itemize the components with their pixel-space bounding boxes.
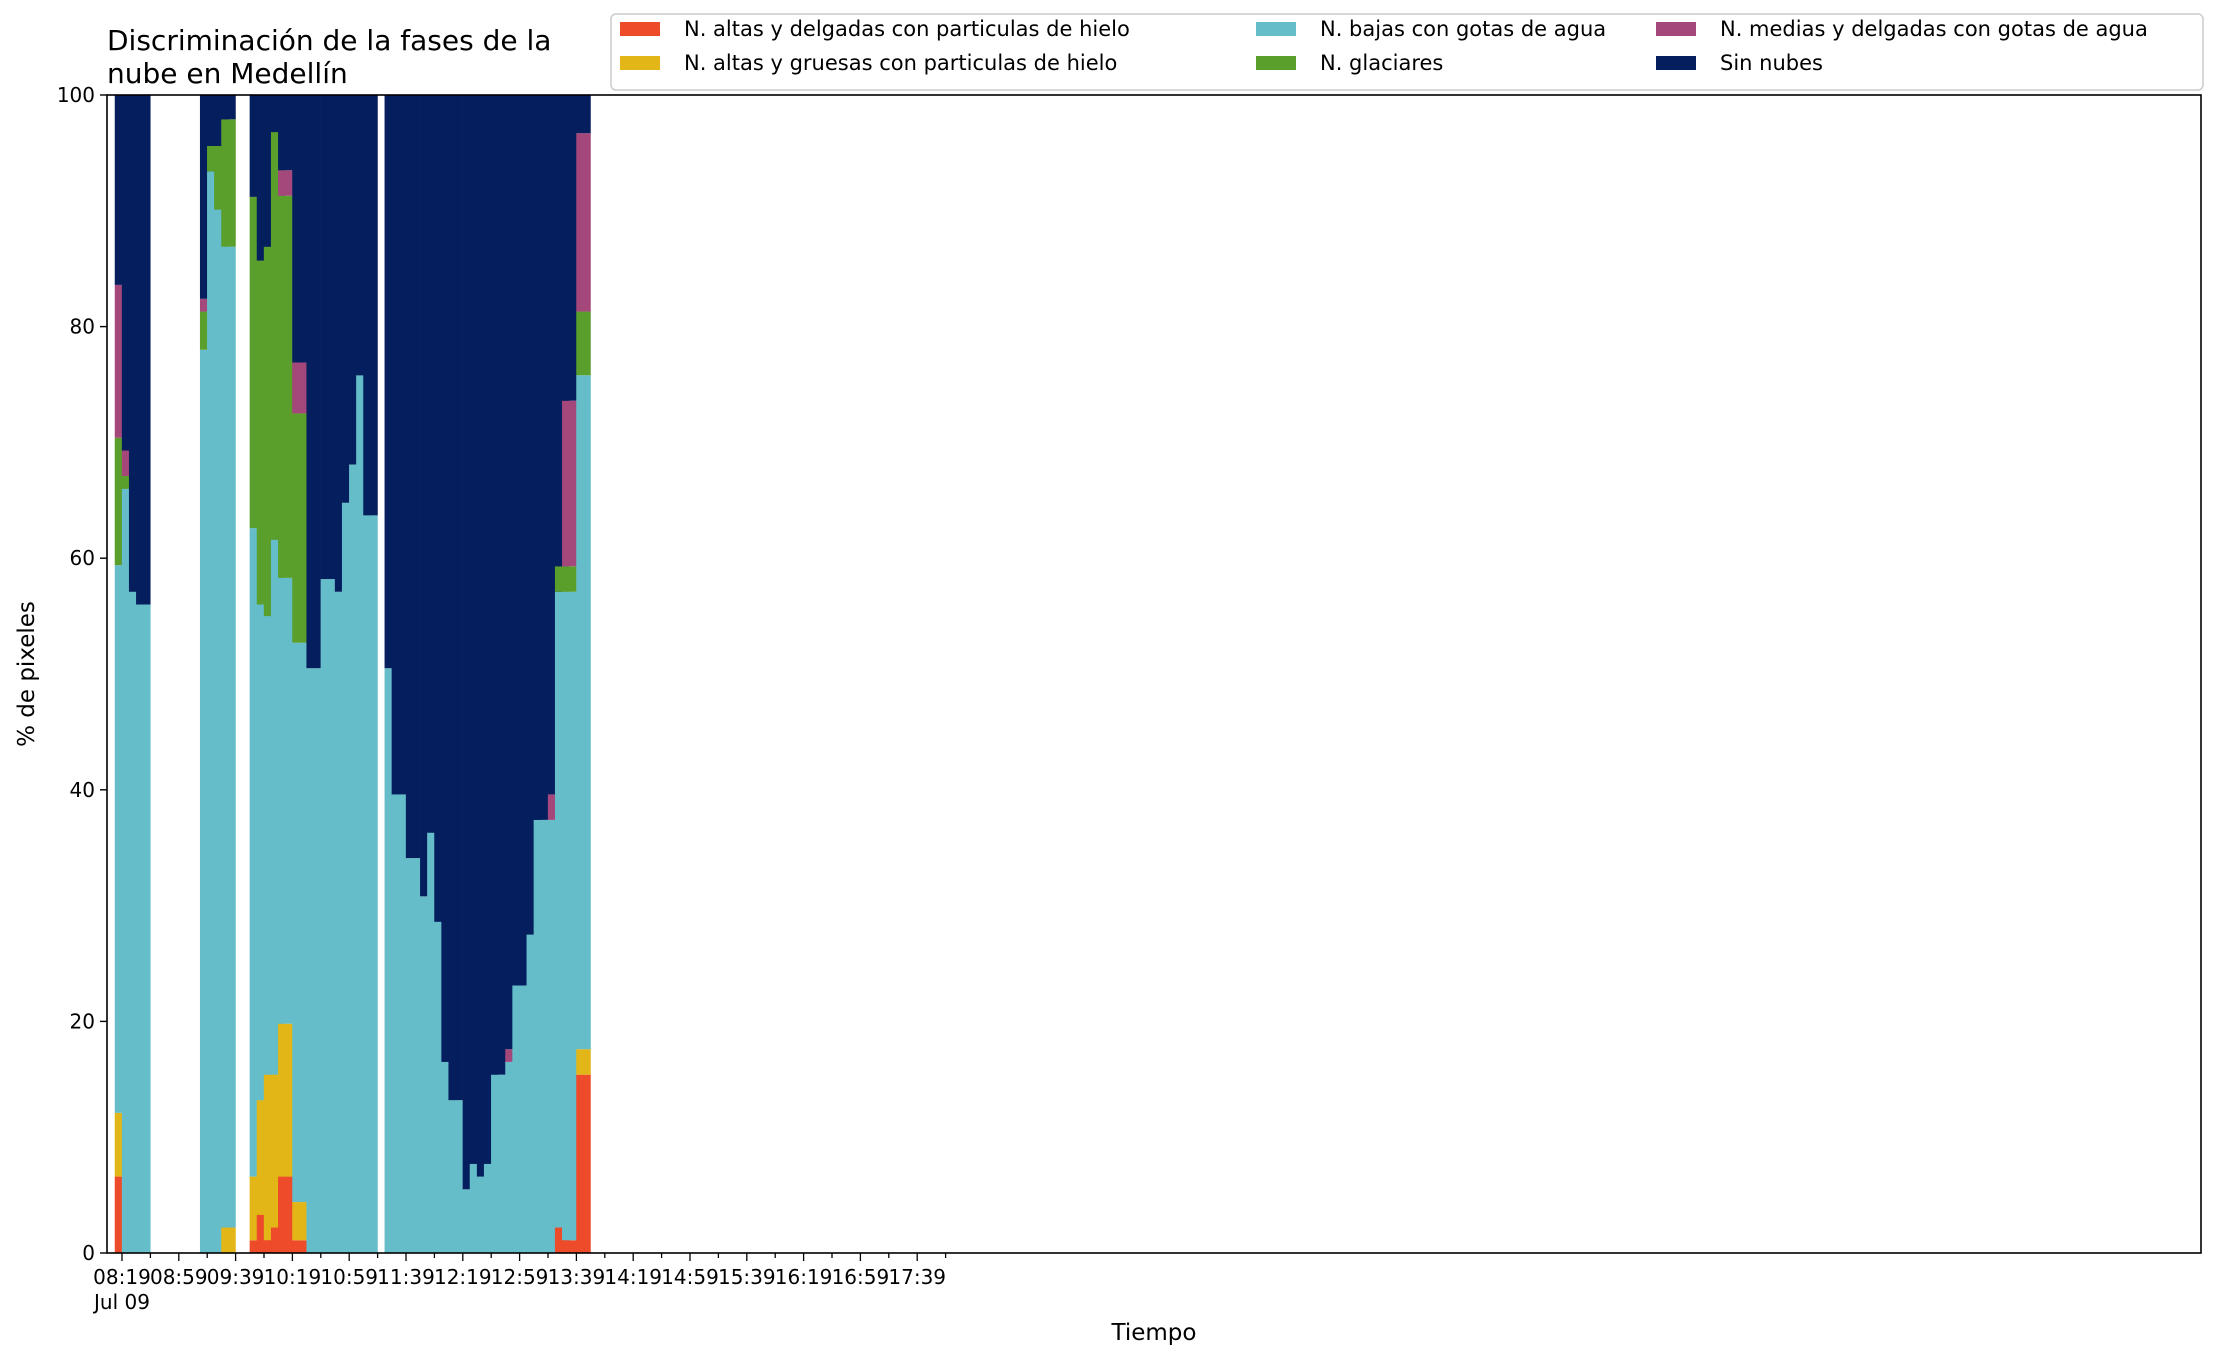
bar-segment-1334-s0 [562, 1240, 577, 1253]
bar-segment-1134-s5 [391, 95, 407, 795]
bar-segment-1044-s2 [320, 579, 336, 1253]
y-tick-label: 80 [70, 315, 95, 339]
bar-segment-1334-s3 [562, 566, 577, 592]
bar-segment-1244-s5 [491, 95, 506, 1075]
bar-segment-0934-s2 [221, 246, 236, 1228]
bar-segment-1014-s2 [278, 577, 293, 1024]
bar-segment-1344-s4 [576, 133, 591, 312]
bar-segment-1034-s5 [306, 95, 321, 669]
bar-segment-1214-s5 [448, 95, 463, 1101]
bar-segment-1344-s0 [576, 1074, 591, 1253]
y-tick-label: 0 [82, 1241, 95, 1265]
bar-segment-1034-s2 [306, 668, 321, 1253]
legend-label: N. altas y gruesas con particulas de hie… [684, 51, 1117, 75]
bar-segment-1014-s0 [278, 1176, 293, 1253]
bar-segment-1214-s2 [448, 1100, 463, 1253]
x-tick-label: 16:59 [832, 1265, 890, 1289]
legend-label: N. bajas con gotas de agua [1320, 17, 1606, 41]
legend-label: N. glaciares [1320, 51, 1443, 75]
bar-segment-1044-s5 [320, 95, 336, 580]
legend-swatch [620, 56, 660, 70]
legend-label: N. altas y delgadas con particulas de hi… [684, 17, 1130, 41]
x-tick-label: 14:19 [604, 1265, 662, 1289]
bar-segment-1024-s5 [292, 95, 307, 363]
bar-segment-0934-s5 [221, 95, 236, 120]
bar-segment-1014-s4 [278, 170, 293, 196]
bar-segment-0834-s5 [136, 95, 151, 605]
x-tick-label: 10:59 [320, 1265, 378, 1289]
x-tick-label: 16:19 [775, 1265, 833, 1289]
y-axis: 0 20 40 60 80 100 [57, 83, 107, 1265]
x-tick-label: 15:39 [718, 1265, 776, 1289]
bar-segment-1334-s5 [562, 95, 577, 401]
bar-segment-1344-s5 [576, 95, 591, 134]
y-tick-label: 60 [70, 546, 95, 570]
bar-segment-1144-s2 [405, 858, 421, 1253]
bar-segment-1024-s2 [292, 642, 307, 1203]
plot-area-frame [106, 94, 2202, 1254]
bar-segment-1114-s5 [363, 95, 378, 516]
x-axis-label: Tiempo [1111, 1320, 1197, 1346]
x-tick-label: 17:39 [888, 1265, 946, 1289]
x-tick-label: 08:59 [150, 1265, 208, 1289]
legend-swatch [1256, 22, 1296, 36]
bar-segment-1314-s2 [533, 819, 549, 1253]
bar-segment-1024-s1 [292, 1202, 307, 1241]
bar-segment-1014-s5 [278, 95, 293, 171]
legend-frame [610, 13, 2204, 91]
legend-label: Sin nubes [1720, 51, 1823, 75]
bar-segment-0934-s1 [221, 1227, 236, 1253]
y-axis-label: % de pixeles [14, 601, 40, 747]
bar-segment-1334-s2 [562, 591, 577, 1241]
chart-title-line-1: Discriminación de la fases de la [107, 24, 551, 57]
legend-swatch [1256, 56, 1296, 70]
x-tick-label: 14:59 [661, 1265, 719, 1289]
bar-segment-1344-s3 [576, 311, 591, 376]
bar-segment-1344-s2 [576, 375, 591, 1050]
bar-segment-1024-s0 [292, 1240, 307, 1253]
bars-layer [114, 95, 591, 1254]
bar-segment-1014-s1 [278, 1023, 293, 1177]
bar-segment-1344-s1 [576, 1049, 591, 1075]
legend-label: N. medias y delgadas con gotas de agua [1720, 17, 2148, 41]
bar-segment-1134-s2 [391, 794, 407, 1253]
bar-segment-1014-s3 [278, 195, 293, 578]
bar-segment-1024-s3 [292, 413, 307, 643]
bar-segment-1334-s4 [562, 400, 577, 567]
legend-swatch [1656, 22, 1696, 36]
legend-swatch [1656, 56, 1696, 70]
x-tick-label: 12:19 [434, 1265, 492, 1289]
x-tick-label: 09:39 [207, 1265, 265, 1289]
x-tick-date-label: Jul 09 [92, 1290, 150, 1314]
bar-segment-1024-s4 [292, 362, 307, 414]
y-tick-label: 100 [57, 83, 95, 107]
x-tick-label: 10:19 [264, 1265, 322, 1289]
x-tick-label: 08:19 [93, 1265, 151, 1289]
bar-segment-1314-s5 [533, 95, 549, 820]
bar-segment-1244-s2 [491, 1074, 506, 1253]
bar-segment-0834-s2 [136, 604, 151, 1253]
x-tick-label: 12:59 [491, 1265, 549, 1289]
legend: N. altas y delgadas con particulas de hi… [610, 13, 2204, 91]
chart-title-line-2: nube en Medellín [107, 57, 348, 90]
y-tick-label: 20 [70, 1009, 95, 1033]
x-tick-label: 13:39 [548, 1265, 606, 1289]
bar-segment-1114-s2 [363, 515, 378, 1253]
x-tick-label: 11:39 [377, 1265, 435, 1289]
bar-segment-0934-s3 [221, 119, 236, 247]
y-tick-label: 40 [70, 778, 95, 802]
bar-segment-1144-s5 [405, 95, 421, 859]
legend-swatch [620, 22, 660, 36]
